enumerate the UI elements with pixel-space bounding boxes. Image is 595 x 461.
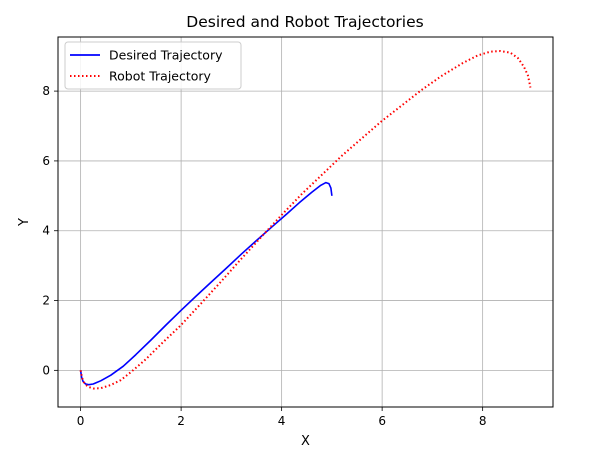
y-tick-label: 4 [42,224,50,238]
y-tick-label: 6 [42,154,50,168]
chart-title: Desired and Robot Trajectories [186,13,423,31]
x-tick-label: 0 [77,414,85,428]
tick-layer: 0 2 4 6 8 0 2 4 6 8 [42,84,486,428]
x-tick-label: 6 [378,414,386,428]
legend-label-robot: Robot Trajectory [109,69,212,84]
axes-frame [57,36,554,408]
legend: Desired Trajectory Robot Trajectory [64,41,242,90]
x-tick-label: 4 [278,414,286,428]
series-line-robot [79,50,532,390]
y-tick-label: 2 [42,294,50,308]
legend-frame [64,41,242,90]
y-tick-label: 8 [42,84,50,98]
series-line-desired [79,181,333,386]
grid-lines [58,37,553,407]
legend-label-desired: Desired Trajectory [109,48,223,63]
x-tick-label: 2 [177,414,185,428]
y-tick-label: 0 [42,363,50,377]
x-axis-label: X [301,434,310,449]
y-axis-label: Y [17,218,32,227]
x-tick-label: 8 [479,414,487,428]
series-layer [79,50,532,390]
